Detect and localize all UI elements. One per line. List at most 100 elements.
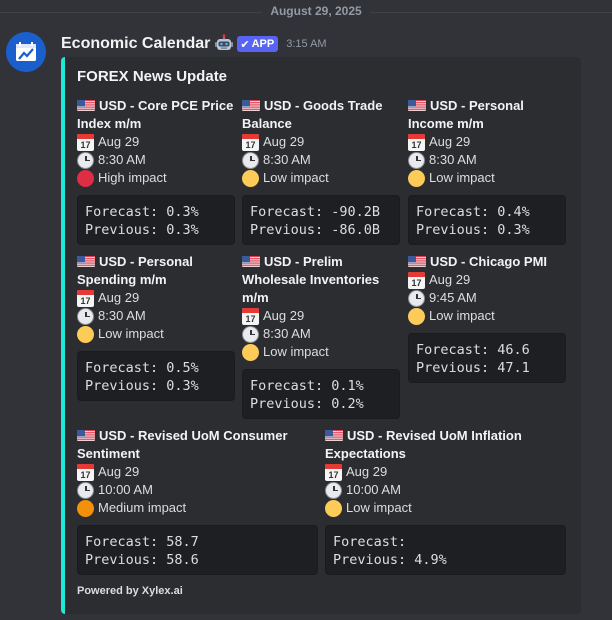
embed: FOREX News Update USD - Core PCE Price In… [61, 57, 581, 614]
event-date: Aug 29 [263, 134, 305, 149]
verified-check-icon: ✔ [240, 38, 250, 51]
event-name-line: Sentiment [77, 446, 140, 461]
forecast-value: Forecast: -90.2B [250, 204, 381, 220]
previous-value: Previous: 47.1 [416, 360, 530, 376]
event-time: 10:00 AM [346, 482, 401, 497]
clock-icon [77, 481, 94, 499]
event-impact: Low impact [263, 170, 329, 185]
impact-circle-icon [77, 169, 94, 187]
event-field: USD - Prelim Wholesale Inventories m/m 17 Au… [242, 253, 408, 361]
date-divider: August 29, 2025 [0, 4, 612, 20]
message-timestamp[interactable]: 3:15 AM [286, 38, 327, 50]
event-name-line: Income m/m [408, 116, 484, 131]
event-time: 10:00 AM [98, 482, 153, 497]
event-time-row: 9:45 AM [408, 289, 574, 307]
forecast-codeblock: Forecast: Previous: 4.9% [325, 525, 566, 575]
forecast-value: Forecast: 0.5% [85, 360, 199, 376]
forecast-value: Forecast: 0.3% [85, 204, 199, 220]
event-time-row: 10:00 AM [77, 481, 326, 499]
event-name-line: Wholesale Inventories [242, 272, 380, 287]
event-impact: Low impact [429, 170, 495, 185]
calendar-icon: 17 [242, 133, 259, 151]
event-time-row: 8:30 AM [408, 151, 574, 169]
event-impact-row: Low impact [242, 169, 408, 187]
embed-title: FOREX News Update [77, 68, 228, 85]
forecast-codeblock: Forecast: -90.2B Previous: -86.0B [242, 195, 400, 245]
previous-value: Previous: 0.2% [250, 396, 364, 412]
event-time: 9:45 AM [429, 290, 477, 305]
event-impact: Low impact [429, 308, 495, 323]
us-flag-icon [242, 99, 260, 111]
clock-icon [408, 151, 425, 169]
event-date-row: 17 Aug 29 [242, 307, 408, 325]
us-flag-icon [408, 99, 426, 111]
previous-value: Previous: 4.9% [333, 552, 447, 568]
forecast-codeblock: Forecast: 0.4% Previous: 0.3% [408, 195, 566, 245]
forecast-codeblock: Forecast: 58.7 Previous: 58.6 [77, 525, 318, 575]
event-name-line: USD - Revised UoM Inflation [347, 428, 522, 443]
event-impact: Low impact [98, 326, 164, 341]
event-impact-row: Low impact [77, 325, 243, 343]
event-date-row: 17 Aug 29 [77, 133, 243, 151]
avatar[interactable] [6, 32, 46, 72]
event-impact: High impact [98, 170, 167, 185]
event-time: 8:30 AM [263, 152, 311, 167]
us-flag-icon [242, 255, 260, 267]
event-time-row: 8:30 AM [242, 325, 408, 343]
us-flag-icon [77, 429, 95, 441]
clock-icon [325, 481, 342, 499]
event-date: Aug 29 [98, 464, 140, 479]
previous-value: Previous: 0.3% [85, 378, 199, 394]
previous-value: Previous: 0.3% [85, 222, 199, 238]
calendar-icon: 17 [408, 271, 425, 289]
date-divider-text: August 29, 2025 [270, 4, 362, 18]
event-impact: Low impact [346, 500, 412, 515]
event-impact-row: Medium impact [77, 499, 326, 517]
event-impact: Low impact [263, 344, 329, 359]
event-name-line: Spending m/m [77, 272, 167, 287]
event-date-row: 17 Aug 29 [77, 463, 326, 481]
event-date-row: 17 Aug 29 [408, 133, 574, 151]
previous-value: Previous: 58.6 [85, 552, 199, 568]
app-badge-label: APP [251, 38, 275, 50]
event-field: USD - Goods Trade Balance 17 Aug 29 8:30 AM L… [242, 97, 408, 187]
username[interactable]: Economic Calendar [61, 35, 211, 52]
event-name-line: USD - Goods Trade [264, 98, 383, 113]
event-name-line: m/m [242, 290, 269, 305]
forecast-value: Forecast: 58.7 [85, 534, 199, 550]
event-impact-row: High impact [77, 169, 243, 187]
calendar-icon: 17 [242, 307, 259, 325]
event-time: 8:30 AM [429, 152, 477, 167]
event-date: Aug 29 [98, 134, 140, 149]
event-impact-row: Low impact [242, 343, 408, 361]
event-name-line: USD - Core PCE Price [99, 98, 234, 113]
forecast-value: Forecast: 0.4% [416, 204, 530, 220]
event-impact-row: Low impact [408, 169, 574, 187]
forecast-codeblock: Forecast: 0.3% Previous: 0.3% [77, 195, 235, 245]
forecast-codeblock: Forecast: 0.5% Previous: 0.3% [77, 351, 235, 401]
event-date: Aug 29 [429, 134, 471, 149]
event-date: Aug 29 [263, 308, 305, 323]
event-impact: Medium impact [98, 500, 187, 515]
event-field: USD - Chicago PMI 17 Aug 29 9:45 AM Low impa… [408, 253, 574, 325]
forecast-codeblock: Forecast: 46.6 Previous: 47.1 [408, 333, 566, 383]
clock-icon [77, 151, 94, 169]
event-date-row: 17 Aug 29 [325, 463, 574, 481]
message-header: Economic Calendar ✔ APP 3:15 AM [61, 33, 327, 55]
calendar-icon: 17 [77, 289, 94, 307]
calendar-icon: 17 [77, 463, 94, 481]
event-time: 8:30 AM [263, 326, 311, 341]
impact-circle-icon [408, 307, 425, 325]
impact-circle-icon [77, 325, 94, 343]
us-flag-icon [408, 255, 426, 267]
impact-circle-icon [242, 169, 259, 187]
event-date-row: 17 Aug 29 [408, 271, 574, 289]
forecast-value: Forecast: 46.6 [416, 342, 530, 358]
divider-line-right [370, 12, 612, 13]
clock-icon [242, 325, 259, 343]
event-field: USD - Core PCE Price Index m/m 17 Aug 29 8:3… [77, 97, 243, 187]
clock-icon [408, 289, 425, 307]
event-field: USD - Personal Income m/m 17 Aug 29 8:30 AM L… [408, 97, 574, 187]
event-time: 8:30 AM [98, 152, 146, 167]
event-impact-row: Low impact [408, 307, 574, 325]
